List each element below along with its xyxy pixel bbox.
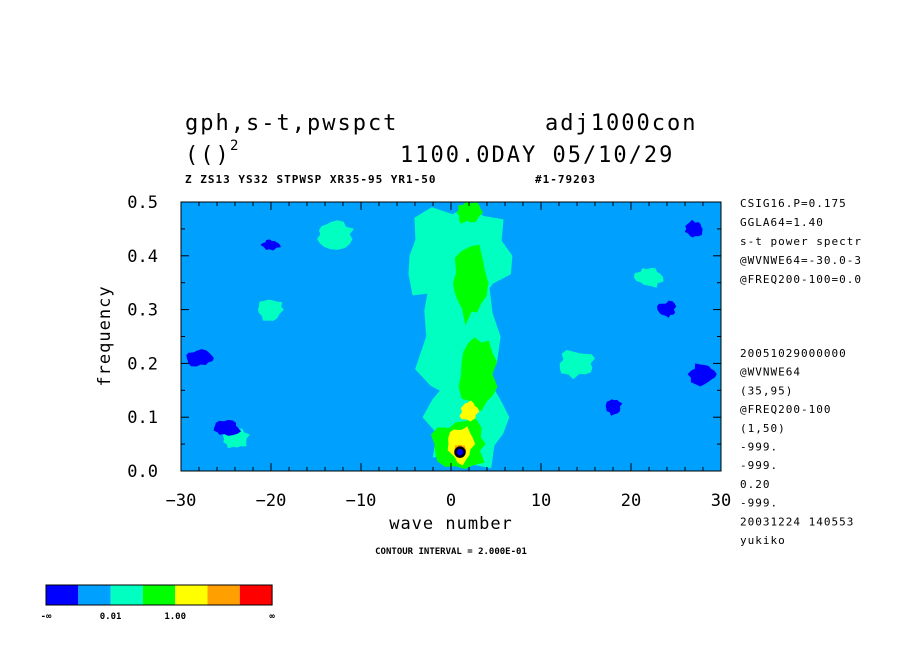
colorbar-swatch	[175, 585, 208, 605]
side-info-line: @FREQ200-100=0.0	[740, 273, 862, 286]
heatmap	[181, 202, 721, 471]
side-info-line: 0.20	[740, 478, 771, 491]
heatmap-region-18	[657, 300, 677, 318]
y-tick-label: 0.2	[127, 354, 158, 374]
heatmap-region-6	[633, 268, 664, 288]
heatmap-region-13	[459, 400, 480, 422]
side-info-line: (1,50)	[740, 422, 786, 435]
y-axis-label: frequency	[95, 285, 115, 386]
side-info-line: s-t power spectr	[740, 235, 862, 248]
subtitle-left: Z ZS13 YS32 STPWSP XR35-95 YR1-50	[185, 173, 437, 186]
y-tick-label: 0.5	[127, 193, 158, 213]
x-tick-label: 30	[711, 491, 731, 511]
title-line2-right: 1100.0DAY 05/10/29	[400, 143, 674, 168]
x-tick-label: 20	[621, 491, 641, 511]
side-info-line: @FREQ200-100	[740, 403, 831, 416]
y-tick-label: 0.4	[127, 247, 158, 267]
title-left: gph,s-t,pwspct	[185, 111, 398, 136]
heatmap-region-20	[605, 399, 623, 416]
side-info-line: @WVNWE64=-30.0-3	[740, 254, 862, 267]
x-tick-label: −10	[346, 491, 377, 511]
title-line2-left: (()	[185, 143, 231, 168]
colorbar-swatch	[142, 585, 176, 605]
side-info-top: CSIG16.P=0.175 GGLA64=1.40 s-t power spect…	[740, 197, 862, 286]
heatmap-region-8	[453, 244, 489, 326]
colorbar: -∞ 0.01 1.00 ∞	[41, 584, 275, 622]
heatmap-region-11	[456, 202, 484, 224]
heatmap-region-15	[186, 349, 214, 367]
colorbar-swatch	[110, 585, 143, 605]
x-tick-label: 10	[531, 491, 551, 511]
heatmap-region-16	[687, 363, 717, 387]
colorbar-swatch	[207, 585, 240, 605]
side-info-line: -999.	[740, 459, 778, 472]
x-tick-label: 0	[446, 491, 456, 511]
heatmap-region-17	[213, 419, 242, 436]
heatmap-region-3	[257, 299, 284, 321]
heatmap-region-19	[260, 239, 281, 251]
side-info-bottom: 20051029000000 @WVNWE64 (35,95) @FREQ200-10…	[740, 347, 854, 547]
colorbar-label: 0.01	[100, 612, 122, 622]
colorbar-label: ∞	[269, 612, 275, 622]
side-info-line: yukiko	[740, 534, 786, 547]
colorbar-swatch	[46, 585, 79, 605]
colorbar-label: 1.00	[164, 612, 186, 622]
x-tick-label: −30	[166, 491, 197, 511]
colorbar-swatch	[78, 585, 111, 605]
side-info-line: 20031224 140553	[740, 515, 854, 528]
heatmap-region-5	[559, 350, 595, 380]
side-info-line: 20051029000000	[740, 347, 847, 360]
axis-ticks: −30 −20 −10 0 10 20 30 0.0 0.1 0.2 0.3 0.4 0.5	[127, 193, 731, 511]
x-tick-label: −20	[256, 491, 287, 511]
peak-marker	[454, 446, 466, 458]
title-right: adj1000con	[545, 111, 697, 136]
side-info-line: GGLA64=1.40	[740, 216, 824, 229]
heatmap-region-4	[317, 220, 354, 250]
colorbar-swatch	[239, 585, 273, 605]
heatmap-region-9	[458, 337, 498, 411]
colorbar-label: -∞	[41, 612, 52, 622]
side-info-line: -999.	[740, 497, 778, 510]
heatmap-region-21	[684, 219, 703, 238]
y-tick-label: 0.0	[127, 462, 158, 482]
subtitle-right: #1-79203	[535, 173, 596, 186]
title-superscript: 2	[230, 138, 240, 154]
x-axis-label: wave number	[389, 514, 513, 534]
side-info-line: @WVNWE64	[740, 366, 801, 379]
colorbar-frame	[45, 584, 273, 606]
side-info-line: CSIG16.P=0.175	[740, 197, 847, 210]
y-tick-label: 0.1	[127, 408, 158, 428]
y-tick-label: 0.3	[127, 301, 158, 321]
contour-interval: CONTOUR INTERVAL = 2.000E-01	[375, 547, 527, 557]
side-info-line: -999.	[740, 441, 778, 454]
side-info-line: (35,95)	[740, 384, 793, 397]
